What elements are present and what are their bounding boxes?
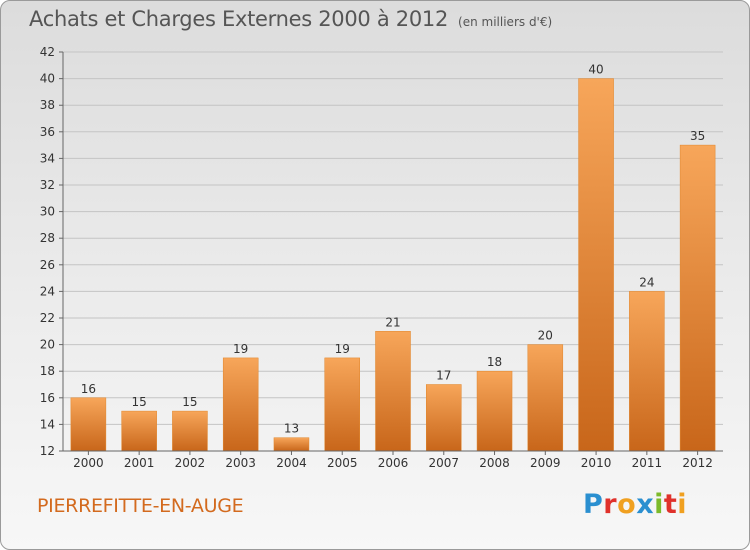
y-tick-label: 18	[40, 364, 55, 378]
value-label-2012: 35	[690, 129, 705, 143]
value-label-2008: 18	[487, 355, 502, 369]
bar-2003	[222, 357, 259, 452]
logo-letter: P	[583, 489, 604, 520]
value-label-2004: 13	[284, 422, 299, 436]
x-tick-label-2006: 2006	[378, 456, 409, 470]
y-tick-label: 14	[40, 417, 55, 431]
logo-letter: i	[654, 489, 664, 520]
bar-2008	[476, 370, 513, 452]
logo-letter: r	[603, 489, 618, 520]
y-tick-label: 28	[40, 231, 55, 245]
bar-2001	[121, 410, 157, 452]
value-label-2001: 15	[132, 395, 147, 409]
value-label-2011: 24	[639, 275, 654, 289]
bar-2007	[426, 384, 462, 452]
x-tick-label-2012: 2012	[682, 456, 713, 470]
y-tick-label: 12	[40, 444, 55, 458]
x-tick-label-2007: 2007	[428, 456, 459, 470]
y-tick-label: 26	[40, 258, 55, 272]
y-tick-label: 40	[40, 72, 55, 86]
value-label-2010: 40	[588, 63, 603, 77]
x-tick-label-2002: 2002	[175, 456, 206, 470]
bar-2011	[629, 291, 665, 452]
y-tick-label: 16	[40, 391, 55, 405]
bars	[70, 78, 716, 452]
y-tick-label: 42	[40, 45, 55, 59]
proxiti-logo: Proxiti	[583, 489, 687, 520]
chart-title: Achats et Charges Externes 2000 à 2012 (e…	[29, 7, 553, 31]
logo-letter: t	[663, 489, 678, 520]
x-tick-label-2000: 2000	[73, 456, 104, 470]
y-tick-label: 38	[40, 98, 55, 112]
value-label-2006: 21	[385, 315, 400, 329]
x-tick-label-2005: 2005	[327, 456, 358, 470]
y-tick-label: 20	[40, 338, 55, 352]
logo-letter: x	[636, 489, 655, 520]
y-tick-label: 22	[40, 311, 55, 325]
value-label-2005: 19	[335, 342, 350, 356]
logo-letter: i	[677, 489, 688, 520]
logo-letter: o	[617, 489, 637, 520]
x-tick-label-2011: 2011	[632, 456, 663, 470]
bar-2000	[70, 397, 107, 452]
value-label-2009: 20	[538, 329, 553, 343]
x-tick-label-2010: 2010	[581, 456, 612, 470]
x-tick-label-2004: 2004	[276, 456, 307, 470]
y-tick-label: 32	[40, 178, 55, 192]
bar-2005	[324, 357, 360, 452]
bar-2010	[578, 78, 614, 452]
chart-subtitle: (en milliers d'€)	[458, 15, 553, 29]
x-tick-label-2009: 2009	[530, 456, 561, 470]
y-tick-label: 36	[40, 125, 55, 139]
bar-2002	[172, 410, 208, 452]
value-labels: 16 15 15 19 13 19 21 17 18 20 40 24 35	[81, 63, 706, 436]
value-label-2000: 16	[81, 382, 96, 396]
bar-2012	[679, 144, 716, 452]
x-axis: 2000 2001 2002 2003 2004 2005 2006 2007 2008 2009…	[63, 450, 723, 470]
bar-2004	[273, 437, 310, 452]
y-tick-label: 24	[40, 284, 55, 298]
x-tick-label-2001: 2001	[124, 456, 155, 470]
bar-2009	[527, 344, 564, 452]
bar-2006	[375, 331, 411, 452]
y-tick-label: 34	[40, 151, 55, 165]
y-tick-label: 30	[40, 205, 55, 219]
y-axis: 12 14 16 18 20 22 24 26 28 30 32 34 36 38 40 42	[40, 45, 64, 458]
x-tick-label-2003: 2003	[225, 456, 256, 470]
value-label-2002: 15	[182, 395, 197, 409]
value-label-2003: 19	[233, 342, 248, 356]
x-tick-label-2008: 2008	[479, 456, 510, 470]
value-label-2007: 17	[436, 369, 451, 383]
commune-name: PIERREFITTE-EN-AUGE	[37, 495, 244, 517]
